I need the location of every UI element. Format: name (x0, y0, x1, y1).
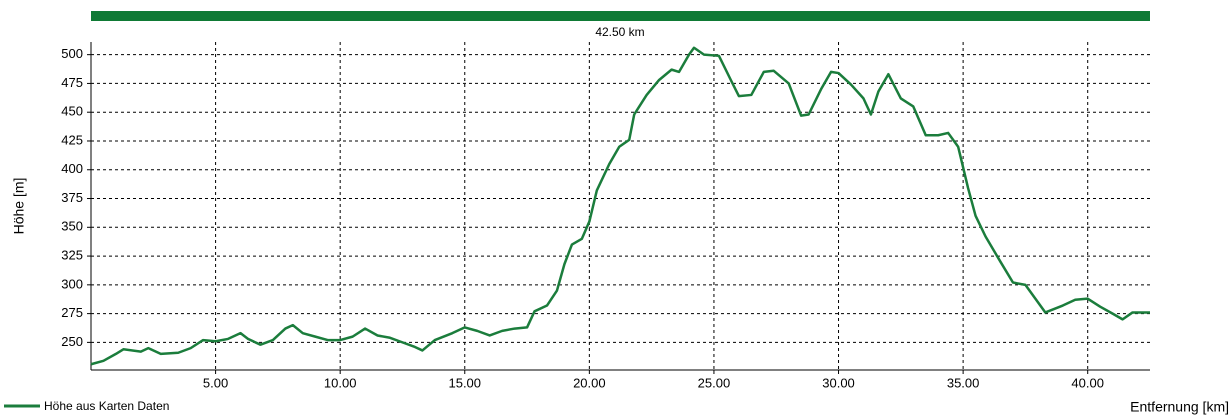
distance-bar (91, 11, 1150, 21)
distance-label: 42.50 km (595, 25, 644, 39)
x-tick-label: 25.00 (698, 375, 731, 390)
y-tick-label: 500 (61, 46, 83, 61)
y-tick-label: 425 (61, 132, 83, 147)
y-tick-label: 350 (61, 219, 83, 234)
legend-label: Höhe aus Karten Daten (44, 399, 169, 413)
y-axis-label: Höhe [m] (11, 178, 27, 235)
x-tick-label: 10.00 (324, 375, 357, 390)
y-tick-label: 375 (61, 190, 83, 205)
x-tick-label: 5.00 (203, 375, 228, 390)
x-tick-label: 35.00 (947, 375, 980, 390)
y-tick-label: 275 (61, 305, 83, 320)
y-tick-label: 450 (61, 104, 83, 119)
y-tick-label: 325 (61, 248, 83, 263)
elevation-line (90, 46, 1150, 366)
x-tick-label: 20.00 (573, 375, 606, 390)
x-axis-label: Entfernung [km] (1130, 399, 1229, 415)
y-tick-label: 300 (61, 276, 83, 291)
y-tick-label: 250 (61, 334, 83, 349)
y-tick-label: 400 (61, 161, 83, 176)
y-tick-label: 475 (61, 75, 83, 90)
x-tick-label: 30.00 (822, 375, 855, 390)
x-tick-label: 15.00 (448, 375, 481, 390)
x-tick-label: 40.00 (1071, 375, 1104, 390)
